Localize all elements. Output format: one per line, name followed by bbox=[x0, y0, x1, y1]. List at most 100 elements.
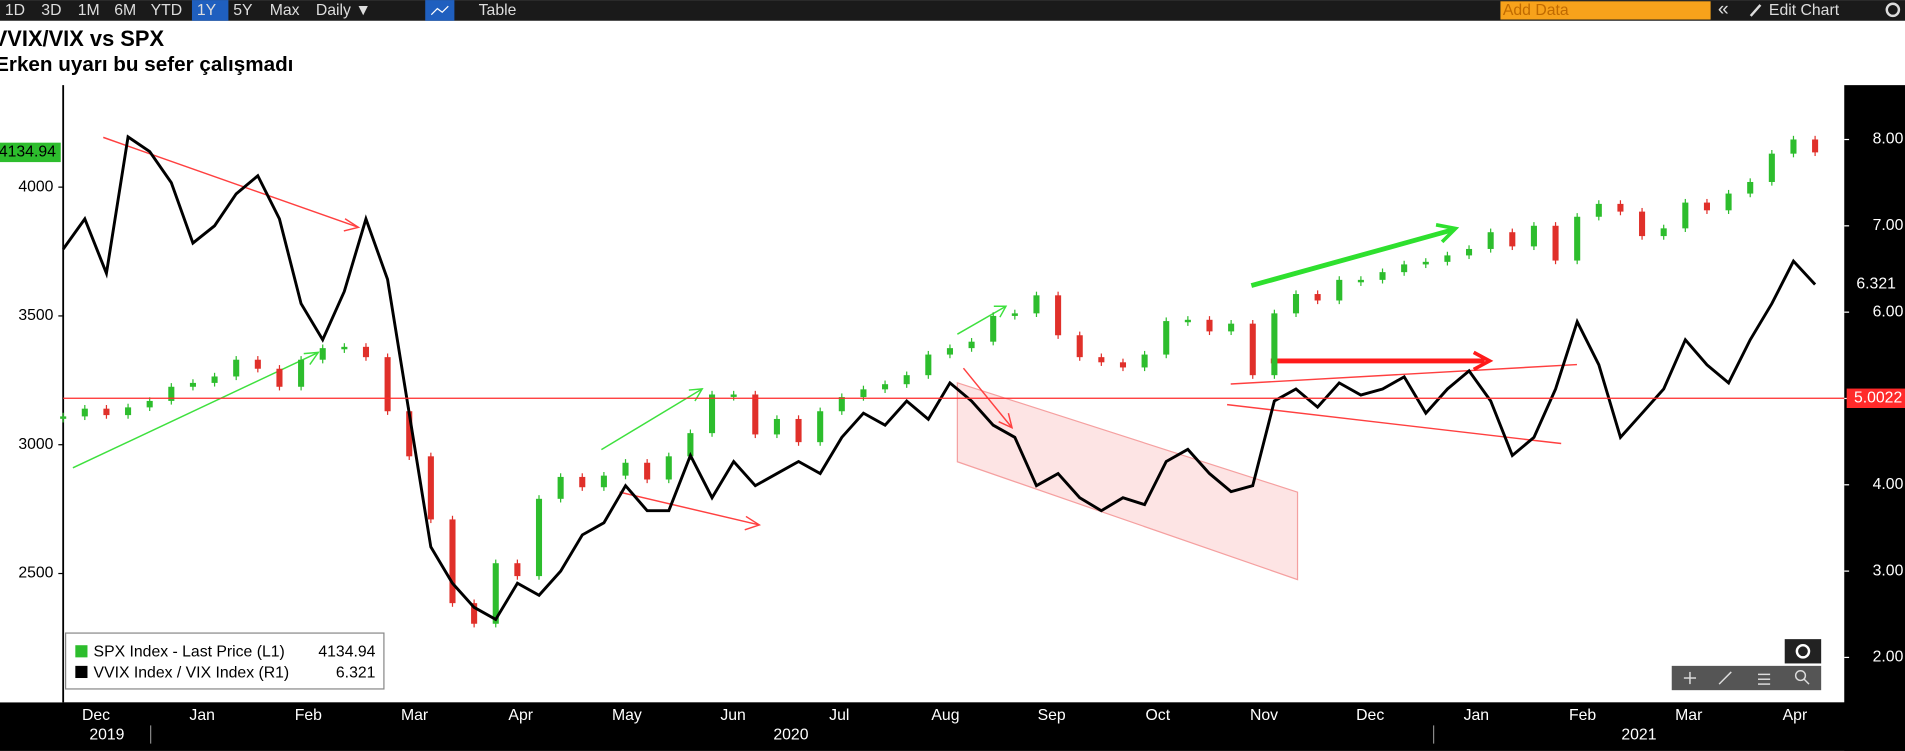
candle bbox=[146, 400, 153, 408]
y2-tick-label: 6.00 bbox=[1873, 303, 1904, 320]
toolbar bbox=[0, 0, 1905, 21]
add-data-input[interactable] bbox=[1500, 1, 1711, 20]
legend-label: SPX Index - Last Price (L1) bbox=[94, 644, 285, 661]
settings-icon[interactable] bbox=[1885, 2, 1901, 18]
x-tick-label: Oct bbox=[1146, 707, 1171, 724]
candle bbox=[514, 563, 521, 577]
reference-label: 5.0022 bbox=[1854, 389, 1902, 406]
x-tick-label: May bbox=[612, 707, 642, 724]
y2-tick-label: 4.00 bbox=[1873, 476, 1904, 493]
y2-tick-label: 8.00 bbox=[1873, 131, 1904, 148]
range-active[interactable] bbox=[191, 0, 229, 21]
candle bbox=[449, 519, 456, 604]
range-button[interactable]: 1M bbox=[78, 2, 100, 19]
x-tick-label: Dec bbox=[1356, 707, 1384, 724]
candle bbox=[817, 411, 824, 443]
x-tick-label: Feb bbox=[1569, 707, 1596, 724]
candle bbox=[492, 563, 499, 624]
x-tick-label: Mar bbox=[401, 707, 428, 724]
candle bbox=[622, 462, 629, 476]
x-axis-band bbox=[0, 702, 1905, 751]
y2-tick-label: 2.00 bbox=[1873, 649, 1904, 666]
candle bbox=[1098, 357, 1105, 363]
candle bbox=[1768, 153, 1775, 182]
candle bbox=[81, 408, 88, 417]
candle bbox=[1703, 202, 1710, 211]
candle bbox=[990, 315, 997, 342]
table-button[interactable]: Table bbox=[479, 2, 517, 19]
candle bbox=[600, 475, 607, 488]
channel bbox=[956, 381, 1299, 581]
x-tick-label: Sep bbox=[1038, 707, 1066, 724]
zoom-controls[interactable] bbox=[1671, 639, 1822, 691]
x-tick-label: Aug bbox=[931, 707, 959, 724]
edit-chart-button[interactable]: Edit Chart bbox=[1769, 2, 1840, 19]
candle bbox=[557, 476, 564, 499]
candle bbox=[1487, 232, 1494, 249]
candle bbox=[1271, 313, 1278, 376]
range-button[interactable]: 1Y bbox=[197, 2, 217, 19]
candle bbox=[276, 368, 283, 387]
add-data-placeholder[interactable]: Add Data bbox=[1503, 2, 1569, 19]
reference-tag bbox=[1846, 388, 1905, 409]
x-tick-label: Jun bbox=[720, 707, 745, 724]
candle bbox=[644, 462, 651, 480]
candle bbox=[233, 359, 240, 377]
candle bbox=[211, 376, 218, 383]
candle bbox=[1357, 279, 1364, 283]
y-tick-label: 3500 bbox=[18, 307, 53, 324]
candle bbox=[535, 498, 543, 577]
candle bbox=[968, 341, 975, 349]
left-axis-band bbox=[0, 85, 64, 703]
candle bbox=[362, 346, 370, 358]
candle bbox=[125, 407, 132, 416]
candle bbox=[795, 418, 802, 443]
range-button[interactable]: YTD bbox=[151, 2, 183, 19]
x-year-label: 2021 bbox=[1621, 726, 1656, 743]
right-axis-band bbox=[1844, 85, 1905, 751]
ratio-line bbox=[61, 134, 1817, 622]
range-button[interactable]: 1D bbox=[5, 2, 25, 19]
candle bbox=[471, 603, 478, 624]
x-tick-label: Jul bbox=[829, 707, 849, 724]
y2-tick-label: 7.00 bbox=[1873, 217, 1904, 234]
frequency[interactable]: Daily ▼ bbox=[316, 2, 371, 19]
range-button[interactable]: 3D bbox=[41, 2, 61, 19]
legend-label: VVIX Index / VIX Index (R1) bbox=[94, 664, 290, 681]
candle bbox=[1336, 279, 1343, 301]
x-tick-label: Jan bbox=[189, 707, 214, 724]
candle bbox=[1379, 272, 1386, 280]
candle bbox=[60, 416, 67, 419]
y2-tick-label: 3.00 bbox=[1873, 562, 1904, 579]
candle bbox=[752, 394, 759, 435]
legend bbox=[64, 632, 385, 690]
candle bbox=[773, 418, 780, 435]
reset-button[interactable] bbox=[1784, 639, 1822, 664]
chart-type-icon bbox=[430, 5, 449, 16]
candle bbox=[319, 348, 326, 360]
x-tick-label: Feb bbox=[295, 707, 322, 724]
candle bbox=[730, 394, 737, 397]
candle bbox=[1639, 211, 1646, 237]
back-button[interactable]: « bbox=[1718, 0, 1729, 20]
y-tick-label: 3000 bbox=[18, 436, 53, 453]
candle bbox=[1466, 248, 1473, 256]
candle bbox=[1206, 319, 1213, 332]
range-button[interactable]: 6M bbox=[114, 2, 136, 19]
candle bbox=[298, 359, 305, 387]
legend-swatch bbox=[75, 665, 88, 679]
candle bbox=[1509, 232, 1516, 247]
range-button[interactable]: Max bbox=[270, 2, 300, 19]
candle bbox=[1119, 362, 1127, 368]
x-tick-label: Dec bbox=[82, 707, 110, 724]
range-button[interactable]: 5Y bbox=[233, 2, 253, 19]
plot bbox=[60, 134, 1819, 628]
y-tick-label: 4000 bbox=[18, 178, 53, 195]
candle bbox=[1595, 203, 1602, 217]
toolbar-items: 1D 3D 1M 6M YTD 1Y 5Y Max Daily ▼ Table Add Data « E… bbox=[5, 0, 1901, 21]
last-price-label: 4134.94 bbox=[0, 144, 56, 161]
x-year-label: 2020 bbox=[773, 726, 808, 743]
